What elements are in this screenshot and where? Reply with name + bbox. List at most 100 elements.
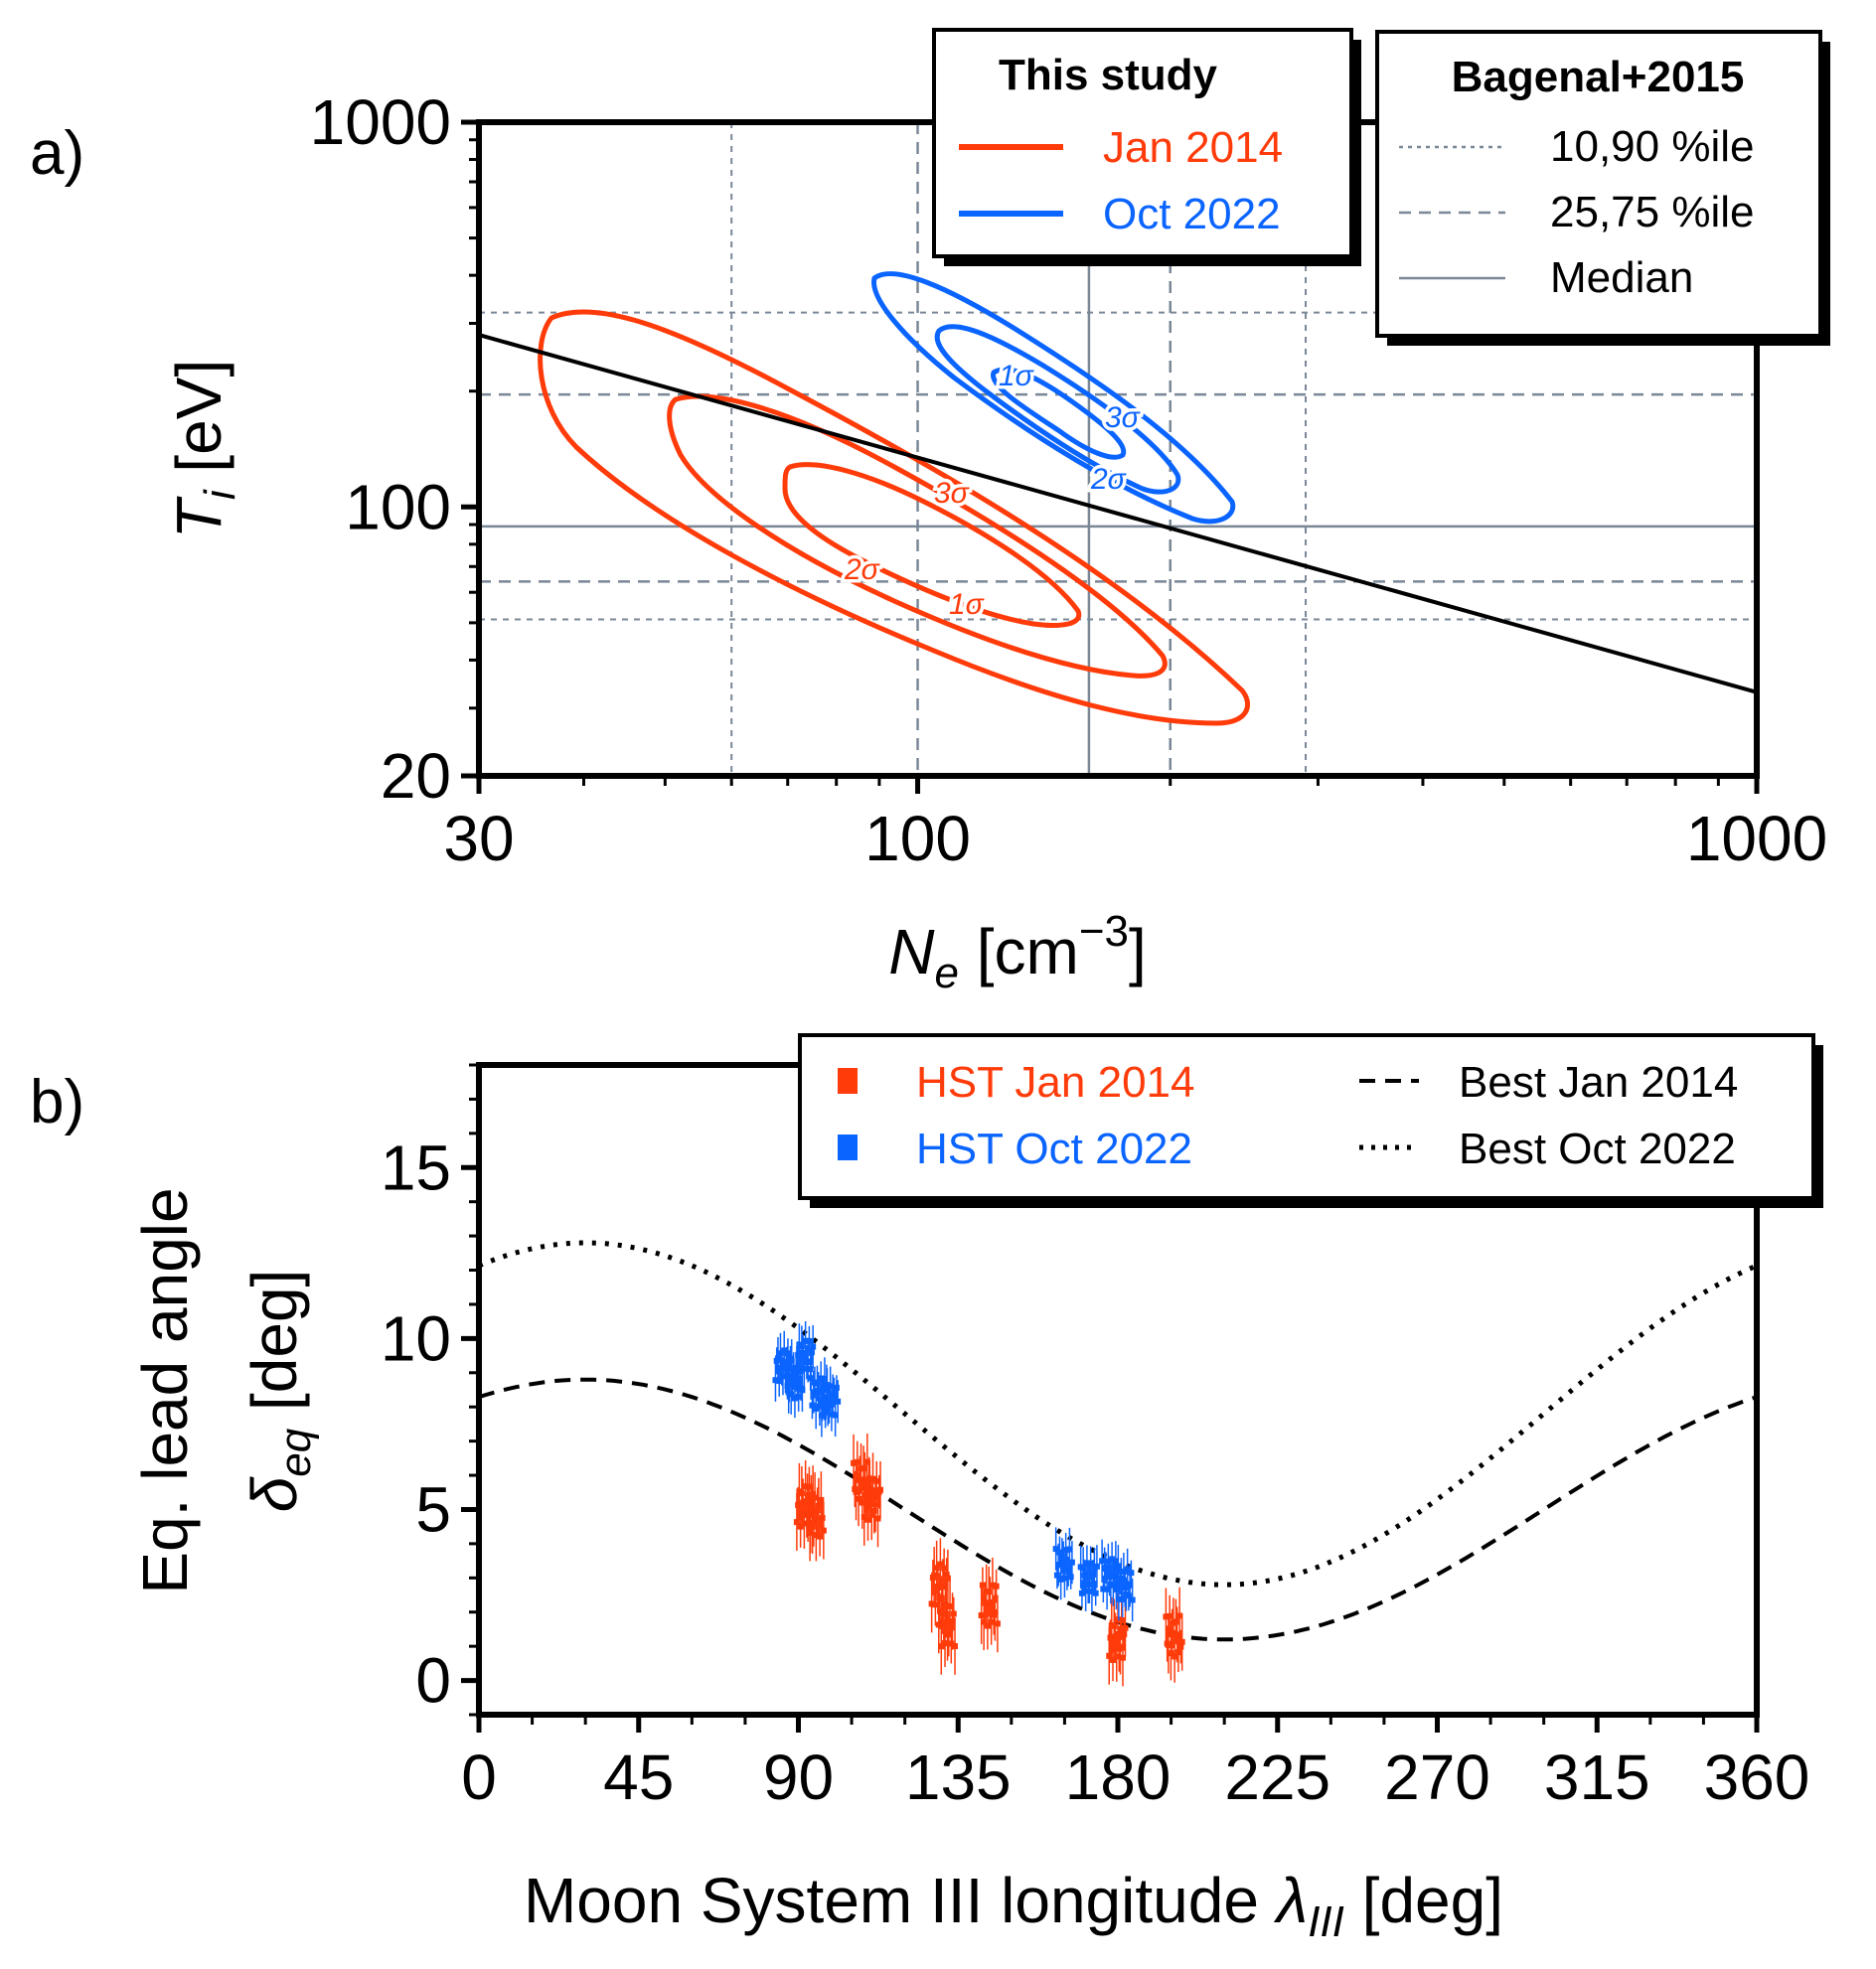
data-point xyxy=(813,1405,820,1412)
data-point xyxy=(1122,1584,1129,1590)
data-point xyxy=(1093,1563,1100,1570)
panel-a-label: a) xyxy=(30,119,84,188)
panel-b-points xyxy=(772,1321,1185,1687)
data-point xyxy=(1120,1568,1127,1575)
data-point xyxy=(786,1364,793,1371)
data-point xyxy=(1112,1633,1119,1640)
data-point xyxy=(816,1403,823,1410)
data-point xyxy=(1178,1638,1185,1645)
data-point xyxy=(1106,1652,1113,1659)
legend-box xyxy=(1375,30,1822,338)
data-point xyxy=(802,1337,809,1344)
data-point xyxy=(864,1516,871,1523)
y-tick-label: 100 xyxy=(345,471,451,542)
data-point xyxy=(810,1343,817,1350)
data-point xyxy=(1052,1546,1059,1553)
data-point xyxy=(804,1499,811,1506)
data-point xyxy=(800,1349,807,1356)
x-tick-label: 135 xyxy=(905,1742,1012,1813)
data-point xyxy=(1106,1574,1113,1581)
data-point xyxy=(1056,1549,1063,1556)
data-point xyxy=(791,1395,798,1402)
data-point xyxy=(857,1476,863,1483)
data-point xyxy=(1086,1581,1093,1588)
data-point xyxy=(1165,1642,1172,1649)
data-point xyxy=(797,1368,804,1375)
legend-hst-jan-label: HST Jan 2014 xyxy=(916,1058,1194,1107)
data-point xyxy=(1113,1585,1120,1591)
data-point xyxy=(1110,1582,1117,1589)
data-point xyxy=(933,1565,940,1572)
data-point xyxy=(860,1465,867,1472)
panel-a-ylabel: Ti [eV] xyxy=(163,360,244,539)
data-point xyxy=(870,1507,877,1514)
data-point xyxy=(948,1640,955,1647)
data-point xyxy=(993,1583,1000,1590)
data-point xyxy=(1118,1575,1125,1582)
data-point xyxy=(1176,1612,1183,1619)
data-point xyxy=(776,1378,783,1385)
x-tick-label: 30 xyxy=(443,803,514,874)
data-point xyxy=(1114,1568,1121,1575)
data-point xyxy=(1087,1560,1094,1567)
jan-contour-3sigma xyxy=(538,309,1251,726)
x-tick-label: 180 xyxy=(1065,1742,1172,1813)
data-point xyxy=(931,1572,938,1579)
data-point xyxy=(854,1458,860,1465)
data-point xyxy=(810,1519,817,1526)
data-point xyxy=(798,1490,805,1497)
data-point xyxy=(865,1481,872,1488)
data-point xyxy=(1113,1653,1120,1660)
data-point xyxy=(808,1493,815,1500)
data-point xyxy=(788,1357,795,1364)
legend-pct1090-label: 10,90 %ile xyxy=(1550,122,1754,171)
data-point xyxy=(790,1368,797,1375)
x-tick-label: 0 xyxy=(461,1742,497,1813)
data-point xyxy=(808,1375,815,1382)
data-point xyxy=(788,1391,795,1398)
data-point xyxy=(943,1571,950,1578)
panel-b-tick-labels: 0 45 90 135 180 225 270 315 360 0 5 10 15 xyxy=(381,1132,1810,1813)
oct-label-1sigma: 1σ xyxy=(999,360,1035,392)
jan-label-3sigma: 3σ xyxy=(934,477,971,510)
data-point xyxy=(988,1618,995,1625)
legend-title: This study xyxy=(999,51,1218,99)
data-point xyxy=(795,1351,802,1358)
data-point xyxy=(860,1514,867,1521)
data-point xyxy=(938,1595,945,1602)
data-point xyxy=(877,1486,884,1493)
jan-label-2sigma: 2σ xyxy=(844,553,881,586)
data-point xyxy=(781,1347,788,1354)
data-point xyxy=(820,1386,827,1393)
data-point xyxy=(992,1608,999,1615)
data-point xyxy=(1174,1649,1181,1656)
data-point xyxy=(868,1511,875,1518)
legend-hst-jan-marker xyxy=(838,1068,858,1094)
data-point xyxy=(872,1501,879,1508)
data-point xyxy=(821,1396,828,1403)
x-tick-label: 45 xyxy=(603,1742,674,1813)
data-point xyxy=(810,1389,817,1396)
data-point xyxy=(789,1380,796,1387)
data-point xyxy=(949,1617,956,1624)
data-point xyxy=(800,1499,807,1506)
data-point xyxy=(928,1600,935,1607)
data-point xyxy=(814,1380,821,1387)
data-point xyxy=(1053,1572,1060,1579)
panel-b: b) 0 45 90 135 180 225 270 315 360 0 5 10 15 Moon Sy… xyxy=(30,1033,1823,1946)
data-point xyxy=(795,1393,802,1400)
panel-a-tick-labels: 30 100 1000 20 100 1000 xyxy=(310,86,1828,874)
data-point xyxy=(1115,1616,1121,1623)
data-point xyxy=(873,1477,880,1484)
data-point xyxy=(941,1565,948,1572)
legend-pct2575-label: 25,75 %ile xyxy=(1550,188,1754,236)
data-point xyxy=(1102,1565,1109,1572)
data-point xyxy=(797,1523,804,1530)
data-point xyxy=(1112,1559,1119,1566)
data-point xyxy=(1068,1559,1075,1566)
data-point xyxy=(862,1491,869,1498)
data-point xyxy=(1111,1572,1118,1579)
data-point xyxy=(778,1364,785,1371)
panel-b-label: b) xyxy=(30,1068,84,1136)
